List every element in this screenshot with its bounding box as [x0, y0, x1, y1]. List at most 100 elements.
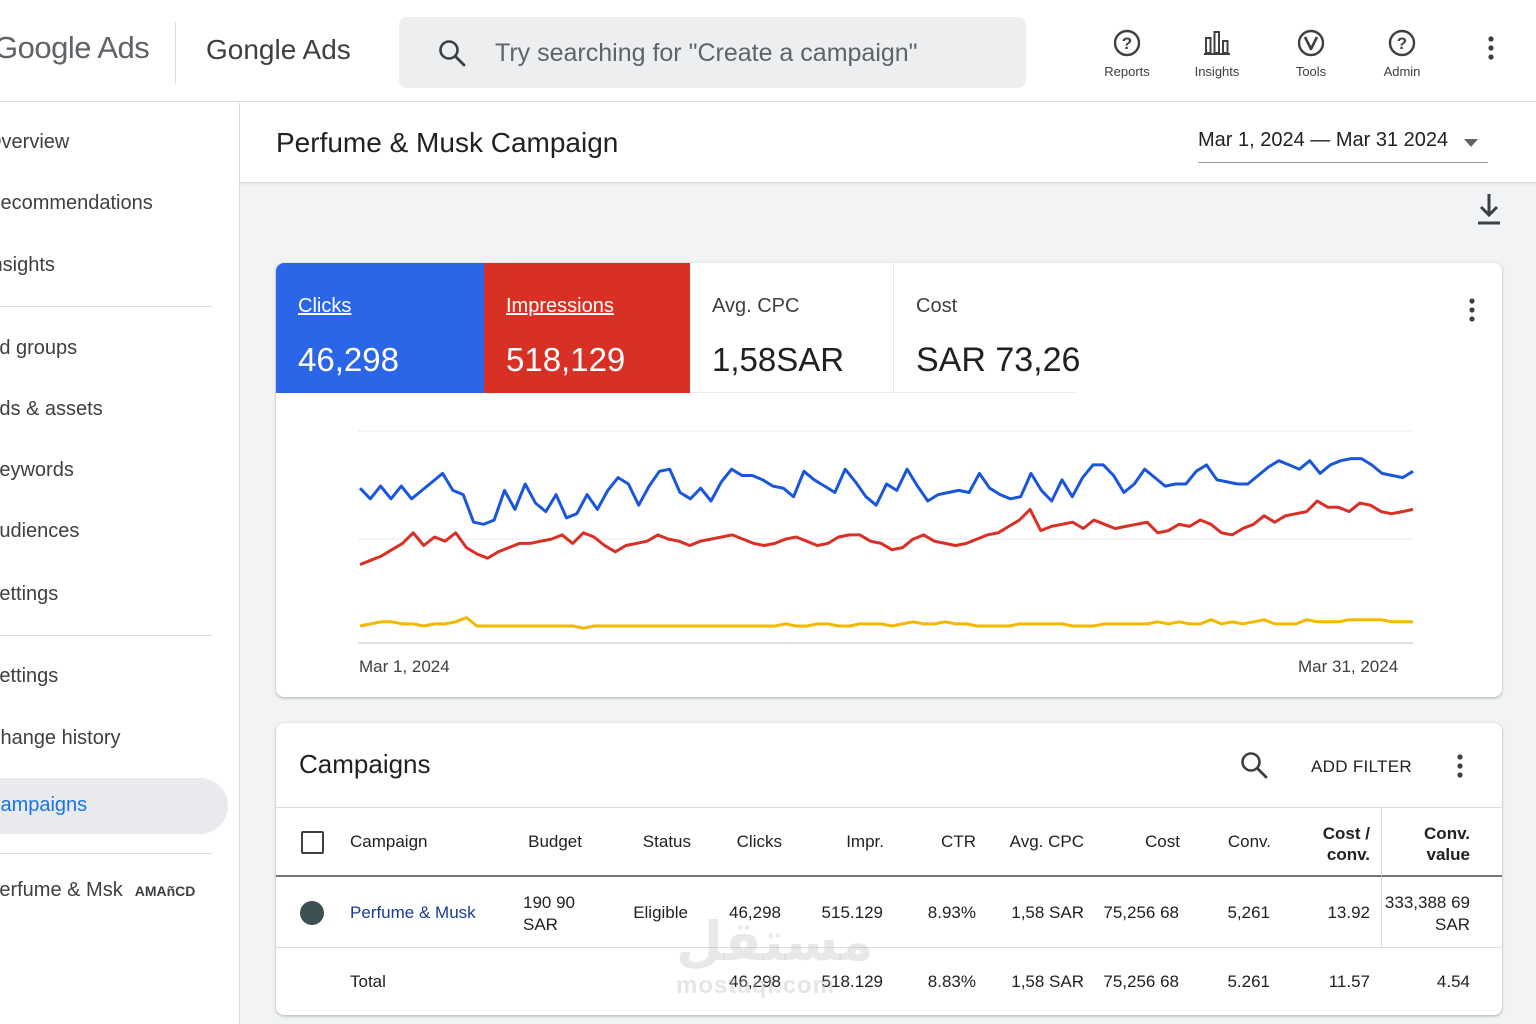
bar-chart-icon [1204, 31, 1230, 55]
col-conv-value[interactable]: Conv. value [1424, 823, 1470, 865]
total-cost: 75,256 68 [1103, 972, 1179, 991]
date-range-picker[interactable]: Mar 1, 2024 — Mar 31 2024 [1198, 129, 1488, 163]
cell-conv-value-currency: SAR [1435, 915, 1470, 934]
metric-avg-cpc-value: 1,58SAR [712, 341, 845, 378]
series-line-impressions[interactable] [359, 499, 1414, 566]
col-conv[interactable]: Conv. [1227, 832, 1271, 851]
metric-cost-label: Cost [916, 295, 958, 317]
search-icon[interactable] [1239, 750, 1269, 780]
col-cost[interactable]: Cost [1145, 832, 1180, 851]
svg-text:?: ? [1397, 34, 1407, 53]
insights-label: Insights [1194, 64, 1240, 79]
col-status[interactable]: Status [642, 832, 691, 851]
sidebar-item-audiences[interactable]: Audiences [0, 520, 80, 542]
sidebar-item-ad-groups[interactable]: Ad groups [0, 337, 78, 359]
chevron-down-icon [1464, 139, 1478, 147]
sidebar-account-tag: AMAñCD [134, 883, 196, 899]
tools-label: Tools [1295, 64, 1327, 79]
column-divider [1381, 877, 1382, 947]
google-ads-logo[interactable]: Google Ads [0, 30, 150, 65]
help-circle-icon: ? [1388, 29, 1416, 57]
sidebar-account-label: Perfume & Msk [0, 879, 123, 901]
sidebar-item-change-history[interactable]: Change history [0, 727, 121, 749]
tools-button[interactable]: Tools [1271, 28, 1351, 79]
brand-divider [175, 22, 176, 84]
help-circle-icon: ? [1113, 29, 1141, 57]
metric-impressions-label: Impressions [506, 295, 614, 317]
sidebar-divider [0, 306, 212, 307]
total-label: Total [350, 972, 386, 991]
metric-clicks-value: 46,298 [298, 341, 399, 378]
metric-avg-cpc[interactable]: Avg. CPC 1,58SAR [690, 263, 894, 393]
metric-impressions[interactable]: Impressions 518,129 [484, 263, 690, 393]
more-vert-icon[interactable] [1479, 33, 1503, 63]
search-box[interactable] [399, 17, 1026, 88]
total-cost-per-conv: 11.57 [1328, 972, 1370, 991]
metric-cost[interactable]: Cost SAR 73,26 [894, 263, 1080, 393]
add-filter-button[interactable]: ADD FILTER [1311, 757, 1412, 776]
col-budget[interactable]: Budget [528, 832, 582, 851]
metric-impressions-value: 518,129 [506, 341, 626, 378]
page-header: Perfume & Musk Campaign Mar 1, 2024 — Ma… [240, 103, 1536, 183]
col-cost-per-conv[interactable]: Cost / conv. [1323, 823, 1370, 865]
reports-button[interactable]: ? Reports [1087, 28, 1167, 79]
total-avg-cpc: 1,58 SAR [1011, 972, 1084, 991]
search-icon [439, 40, 466, 67]
series-line-cost[interactable] [359, 616, 1413, 630]
account-name[interactable]: Gongle Ads [206, 34, 351, 65]
sidebar-divider [0, 853, 212, 854]
cell-cost-per-conv: 13.92 [1327, 903, 1370, 922]
cell-avg-cpc: 1,58 SAR [1011, 903, 1084, 922]
sidebar-item-settings-2[interactable]: Settings [0, 665, 59, 687]
sidebar-item-recommendations[interactable]: Recommendations [0, 192, 153, 214]
col-impr[interactable]: Impr. [846, 832, 884, 851]
table-header: Campaign Budget Status Clicks Impr. CTR … [276, 807, 1502, 877]
cell-conv-value-amount: 333,388 69 [1384, 893, 1470, 912]
more-vert-icon[interactable] [1460, 295, 1484, 325]
admin-button[interactable]: ? Admin [1362, 28, 1442, 79]
metric-avg-cpc-label: Avg. CPC [712, 295, 800, 317]
cell-budget-currency: SAR [523, 915, 558, 934]
col-campaign[interactable]: Campaign [350, 832, 428, 851]
cell-ctr: 8.93% [927, 903, 976, 922]
campaigns-card: Campaigns ADD FILTER Campaign Budget Sta… [276, 723, 1502, 1015]
admin-label: Admin [1383, 64, 1421, 79]
metric-clicks-label: Clicks [298, 295, 352, 317]
chart-series [358, 457, 1414, 630]
tools-icon [1297, 29, 1325, 57]
x-axis-end-label: Mar 31, 2024 [1298, 657, 1399, 676]
search-input[interactable] [495, 33, 1005, 73]
top-bar: Google Ads Gongle Ads ? Reports Insights… [0, 0, 1536, 102]
total-conv: 5.261 [1227, 972, 1270, 991]
sidebar-divider [0, 635, 212, 636]
download-icon[interactable] [1476, 191, 1502, 227]
cell-conv: 5,261 [1227, 903, 1270, 922]
campaign-name-link[interactable]: Perfume & Musk [350, 903, 476, 922]
total-clicks: 46,298 [729, 972, 781, 991]
metric-clicks[interactable]: Clicks 46,298 [276, 263, 484, 393]
table-row[interactable]: Perfume & Musk 190 90 SAR Eligible 46,29… [276, 877, 1502, 948]
status-dot-icon [300, 901, 324, 925]
sidebar-item-keywords[interactable]: Keywords [0, 459, 74, 481]
cell-status: Eligible [633, 903, 688, 922]
select-all-checkbox[interactable] [301, 831, 324, 854]
more-vert-icon[interactable] [1448, 751, 1472, 781]
main-content: Perfume & Musk Campaign Mar 1, 2024 — Ma… [240, 103, 1536, 1024]
col-clicks[interactable]: Clicks [736, 832, 782, 851]
col-cost-per-conv-line2: conv. [1326, 845, 1370, 864]
col-avg-cpc[interactable]: Avg. CPC [1009, 832, 1084, 851]
x-axis-start-label: Mar 1, 2024 [359, 657, 450, 676]
sidebar-account[interactable]: Perfume & Msk AMAñCD [0, 879, 195, 902]
cell-impr: 515.129 [821, 903, 883, 922]
cell-budget-amount: 190 90 [523, 893, 575, 912]
total-conv-value: 4.54 [1436, 972, 1470, 991]
col-ctr[interactable]: CTR [941, 832, 976, 851]
insights-button[interactable]: Insights [1177, 28, 1257, 79]
metric-cost-value: SAR 73,26 [916, 341, 1081, 379]
sidebar-item-settings[interactable]: Settings [0, 583, 59, 605]
series-line-clicks[interactable] [358, 457, 1414, 526]
sidebar-item-ads-assets[interactable]: Ads & assets [0, 398, 103, 420]
sidebar-item-insights[interactable]: Insights [0, 254, 55, 276]
sidebar-item-campaigns[interactable]: Campaigns [0, 794, 88, 816]
sidebar-item-overview[interactable]: Overview [0, 131, 70, 153]
